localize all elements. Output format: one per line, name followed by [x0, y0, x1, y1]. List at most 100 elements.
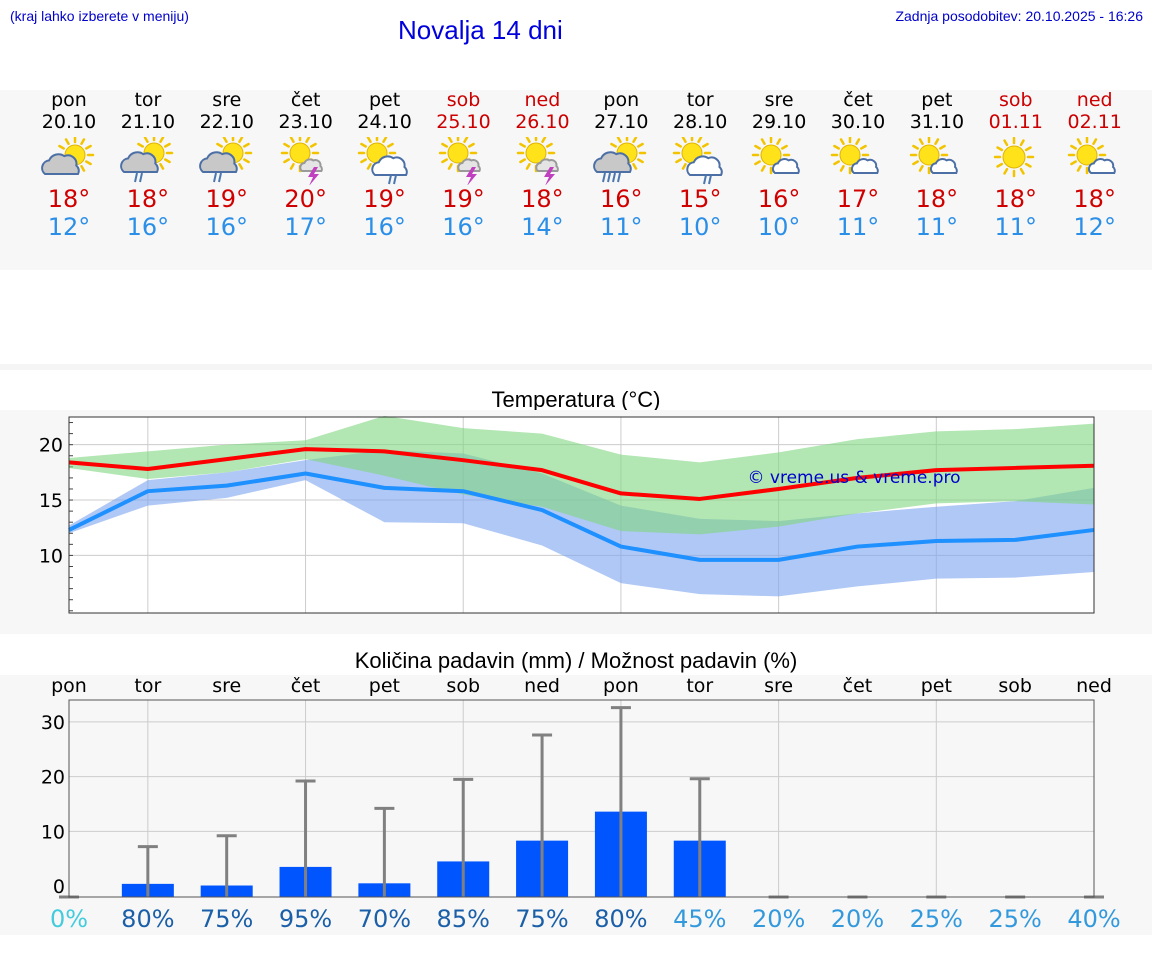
- day-weekday: pon: [603, 89, 640, 111]
- forecast-day: sob 25.10 19° 16°: [424, 89, 504, 241]
- plot-area: [69, 700, 1094, 897]
- day-weekday: ned: [524, 89, 561, 111]
- day-weekday: sre: [764, 89, 794, 111]
- sun-small-cloud-icon: [1067, 137, 1116, 175]
- precipitation-probability: 85%: [437, 905, 490, 933]
- day-weekday: ned: [1076, 89, 1113, 111]
- page-title: Novalja 14 dni: [398, 15, 563, 45]
- precipitation-probability: 75%: [200, 905, 253, 933]
- precipitation-max-whisker: [532, 733, 553, 897]
- precipitation-probability: 20%: [831, 905, 884, 933]
- min-range-band: [69, 450, 1094, 597]
- min-temperature: 16°: [126, 213, 170, 241]
- x-tick-label: pon: [51, 675, 87, 697]
- x-tick-label: pon: [603, 675, 639, 697]
- x-tick-label: ned: [1076, 675, 1112, 697]
- max-temperature: 18°: [126, 185, 170, 213]
- day-date: 20.10: [41, 111, 97, 133]
- forecast-day: pet 31.10 18° 11°: [897, 89, 977, 241]
- cloudy-heavy-rain-icon: [593, 137, 647, 183]
- precipitation-max-whisker: [216, 834, 237, 897]
- precipitation-probability: 25%: [910, 905, 963, 933]
- forecast-day: čet 23.10 20° 17°: [266, 89, 346, 241]
- precipitation-probability: 95%: [279, 905, 332, 933]
- forecast-day: tor 21.10 18° 16°: [108, 89, 188, 241]
- day-date: 21.10: [120, 111, 176, 133]
- max-temperature: 15°: [678, 185, 722, 213]
- max-temperature: 20°: [284, 185, 327, 213]
- max-temperature: 19°: [363, 185, 406, 213]
- min-temperature: 16°: [205, 213, 249, 241]
- y-tick-label: 10: [41, 821, 65, 843]
- precipitation-probability: 75%: [515, 905, 568, 933]
- min-temperature: 16°: [442, 213, 485, 241]
- sun-cloud-rain-icon: [672, 137, 723, 185]
- y-tick-label: 15: [39, 490, 63, 512]
- max-temperature: 18°: [521, 185, 564, 213]
- partly-cloudy-icon: [41, 137, 95, 175]
- max-temperature: 18°: [47, 185, 91, 213]
- day-weekday: čet: [290, 89, 321, 111]
- max-range-band: [69, 415, 1094, 535]
- last-update: Zadnja posodobitev: 20.10.2025 - 16:26: [895, 8, 1143, 24]
- forecast-day: pon 20.10 18° 12°: [29, 89, 109, 241]
- precipitation-probability: 80%: [121, 905, 174, 933]
- separator: [0, 364, 1152, 370]
- watermark: © vreme.us & vreme.pro: [747, 468, 960, 488]
- x-tick-label: sre: [212, 675, 241, 697]
- sun-thunder-icon: [280, 137, 323, 185]
- precipitation-max-whisker: [610, 706, 631, 897]
- min-temperature: 16°: [363, 213, 406, 241]
- day-date: 24.10: [357, 111, 412, 133]
- day-weekday: pet: [368, 89, 401, 111]
- precipitation-max-whisker: [374, 806, 395, 897]
- day-weekday: tor: [686, 89, 714, 111]
- precipitation-max-whisker: [453, 777, 474, 897]
- precipitation-probability: 25%: [988, 905, 1041, 933]
- precipitation-probability: 70%: [358, 905, 411, 933]
- day-weekday: sob: [446, 89, 481, 111]
- forecast-day: sre 22.10 19° 16°: [187, 89, 267, 241]
- sun-cloud-rain-icon: [357, 137, 408, 185]
- forecast-day: sob 01.11 18° 11°: [976, 89, 1056, 241]
- day-date: 30.10: [830, 111, 886, 133]
- forecast-day: pon 27.10 16° 11°: [581, 89, 661, 241]
- min-temperature: 11°: [915, 213, 959, 241]
- y-tick-label: 10: [39, 545, 63, 567]
- y-tick-label: 0: [53, 876, 65, 898]
- sun-thunder-icon: [517, 137, 560, 185]
- day-weekday: pet: [921, 89, 953, 111]
- day-date: 23.10: [278, 111, 333, 133]
- location-hint: (kraj lahko izberete v meniju): [10, 8, 189, 24]
- day-weekday: čet: [843, 89, 873, 111]
- max-temperature: 18°: [915, 185, 959, 213]
- forecast-day: ned 26.10 18° 14°: [502, 89, 582, 241]
- forecast-strip: [0, 90, 1152, 270]
- plot-frame: [68, 416, 1095, 614]
- min-temperature: 11°: [994, 213, 1038, 241]
- cloudy-rain-icon: [198, 137, 253, 183]
- x-tick-label: sob: [446, 675, 480, 697]
- max-temperature: 19°: [442, 185, 485, 213]
- x-tick-label: tor: [134, 675, 161, 697]
- day-date: 22.10: [199, 111, 254, 133]
- day-date: 29.10: [751, 111, 807, 133]
- precipitation-max-whisker: [137, 845, 158, 897]
- min-temperature: 17°: [284, 213, 327, 241]
- precipitation-max-whisker: [689, 777, 710, 897]
- forecast-day: sre 29.10 16° 10°: [739, 89, 819, 241]
- x-tick-label: čet: [843, 675, 873, 697]
- x-tick-label: pet: [921, 675, 952, 697]
- precipitation-probability: 45%: [673, 905, 726, 933]
- sun-icon: [993, 137, 1035, 178]
- sun-small-cloud-icon: [830, 137, 879, 175]
- max-temperature: 18°: [1073, 185, 1116, 213]
- precipitation-probability: 80%: [594, 905, 647, 933]
- temperature-chart-title: Temperatura (°C): [491, 387, 661, 412]
- max-temperature: 16°: [600, 185, 643, 213]
- max-temperature: 18°: [994, 185, 1038, 213]
- day-weekday: sob: [999, 89, 1033, 111]
- day-date: 25.10: [436, 111, 491, 133]
- forecast-day: pet 24.10 19° 16°: [345, 89, 425, 241]
- min-temperature: 12°: [47, 213, 91, 241]
